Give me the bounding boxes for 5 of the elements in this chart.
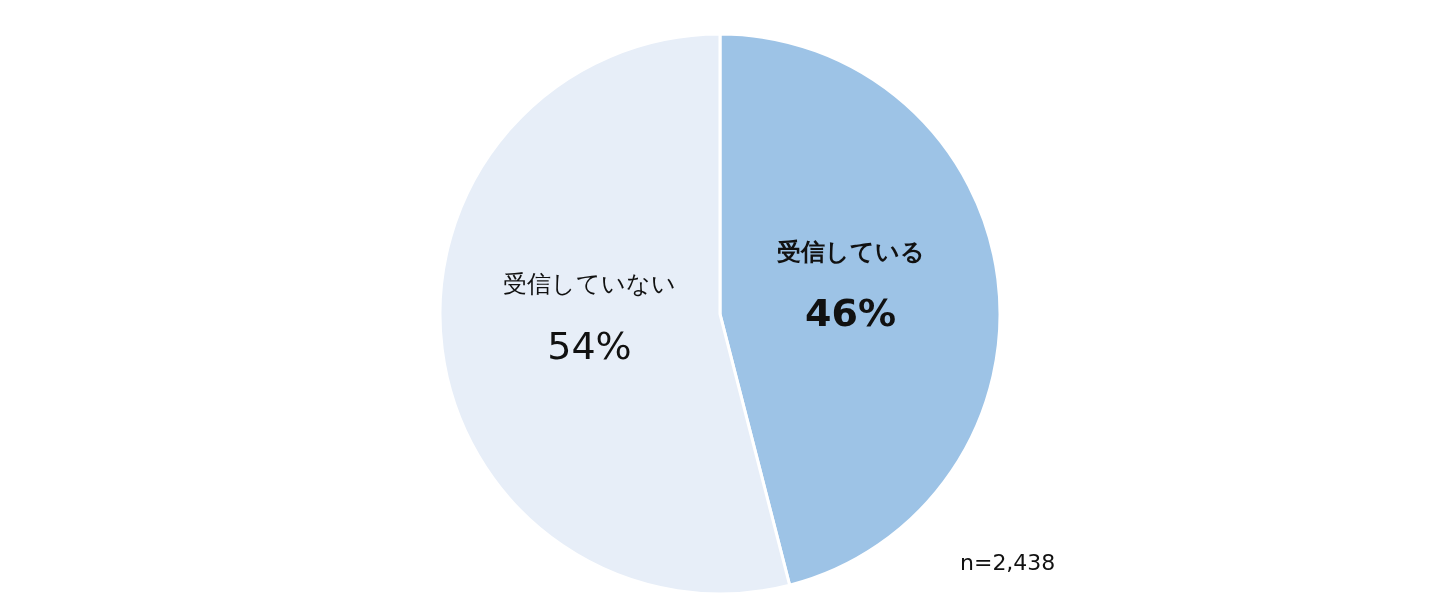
slice-label: 受信していない — [502, 270, 676, 299]
slice-label: 受信している — [776, 237, 925, 266]
text: n=2,438 — [960, 550, 1056, 575]
data-label: 54% — [547, 323, 632, 368]
data-label: 46% — [805, 291, 897, 336]
